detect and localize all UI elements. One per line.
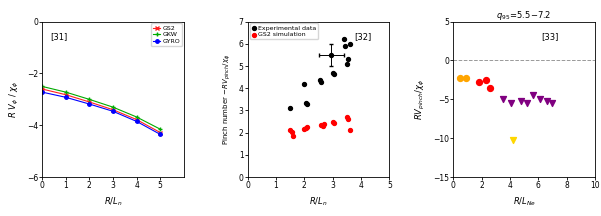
Experimental data [302,102,312,106]
Point [474,81,484,84]
Point [522,102,532,105]
Experimental data [342,62,352,65]
Legend: Experimental data, GS2 simulation: Experimental data, GS2 simulation [249,24,319,39]
GYRO [38,91,46,93]
GS2 [157,131,164,134]
Experimental data [344,58,353,61]
Experimental data [315,79,325,82]
GS2 simulation [319,122,329,125]
Experimental data [301,101,311,104]
GS2 simulation [328,120,338,123]
Y-axis label: $RV_{pinch}/\chi_\phi$: $RV_{pinch}/\chi_\phi$ [415,79,427,120]
Point [461,77,471,80]
Point [456,76,465,79]
Text: [32]: [32] [354,32,371,41]
GS2 simulation [317,123,326,127]
GYRO [157,133,164,136]
GYRO [109,110,117,113]
Point [508,138,517,141]
Text: [33]: [33] [541,32,558,41]
X-axis label: $R/L_{Ne}$: $R/L_{Ne}$ [513,196,535,208]
Point [516,99,526,103]
Point [528,94,537,97]
GS2 simulation [287,130,296,133]
Legend: GS2, GKW, GYRO: GS2, GKW, GYRO [151,24,182,46]
Line: GYRO: GYRO [40,90,162,136]
GS2 simulation [342,115,352,119]
GS2 simulation [302,125,312,129]
X-axis label: $R/L_n$: $R/L_n$ [103,196,122,208]
GS2 simulation [301,127,311,130]
GS2 [62,93,69,96]
GS2 simulation [299,128,309,131]
Line: GS2: GS2 [40,87,162,135]
GS2 [38,88,46,90]
Experimental data [326,53,336,57]
Experimental data [341,44,350,48]
GKW [109,106,117,108]
Y-axis label: Pinch number $-RV_{pinch}/\chi_\phi$: Pinch number $-RV_{pinch}/\chi_\phi$ [222,54,233,145]
Point [498,98,508,101]
Point [507,102,516,105]
GKW [62,91,69,93]
GS2 simulation [318,124,328,128]
Experimental data [329,72,339,76]
Line: GKW: GKW [40,84,162,131]
GKW [157,128,164,130]
GS2 [86,101,93,103]
GS2 [109,108,117,111]
GS2 simulation [345,129,355,132]
GS2 simulation [285,129,295,132]
Point [481,78,490,82]
Experimental data [345,42,355,46]
Experimental data [317,80,326,83]
GKW [133,116,140,118]
Y-axis label: $R\ V_\phi\ /\ \chi_\phi$: $R\ V_\phi\ /\ \chi_\phi$ [8,81,21,118]
GKW [86,98,93,101]
GYRO [62,96,69,98]
GS2 simulation [288,134,298,138]
Experimental data [339,38,349,41]
X-axis label: $R/L_n$: $R/L_n$ [309,196,328,208]
GS2 [133,118,140,121]
Point [485,86,495,89]
Text: [31]: [31] [50,32,68,41]
Title: $q_{95}\!=\!5.5\!-\!7.2$: $q_{95}\!=\!5.5\!-\!7.2$ [496,9,552,22]
Point [542,99,552,103]
GS2 simulation [329,121,339,124]
Experimental data [299,82,309,86]
Point [548,102,557,105]
GS2 simulation [344,118,353,121]
Experimental data [285,106,295,110]
GKW [38,85,46,88]
Point [535,98,545,101]
GYRO [86,103,93,105]
GYRO [133,120,140,123]
Experimental data [328,71,338,75]
